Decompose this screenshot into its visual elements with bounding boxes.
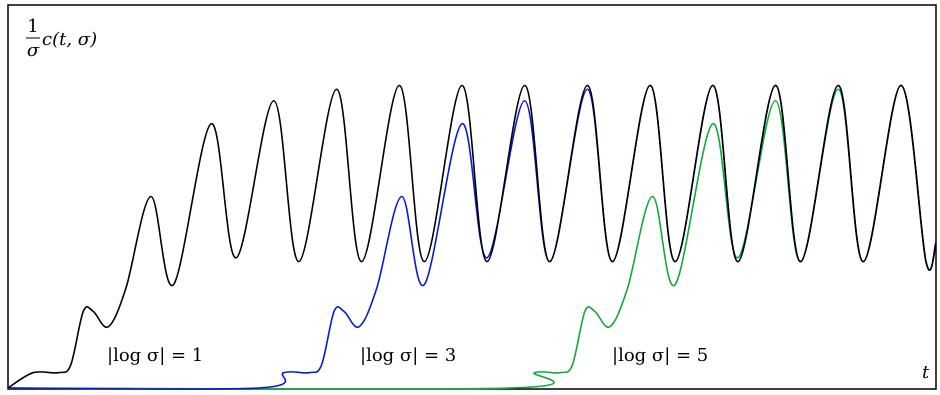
series-layer [7,84,937,390]
annotation-log-sigma-1: |log σ| = 1 [107,345,203,366]
annotation-log-sigma-3: |log σ| = 3 [360,345,456,366]
plot-frame [7,4,937,390]
x-axis-label: t [922,362,930,383]
series-line-1 [7,84,937,389]
series-line-2 [7,84,937,390]
y-axis-label-numerator: 1 [27,16,38,37]
series-line-3 [7,84,937,390]
y-axis-label-expression: c(t, σ) [42,29,97,50]
y-axis-label-denominator: σ [27,40,40,61]
annotation-log-sigma-5: |log σ| = 5 [612,345,708,366]
y-axis-label: 1 σ c(t, σ) [26,16,97,61]
